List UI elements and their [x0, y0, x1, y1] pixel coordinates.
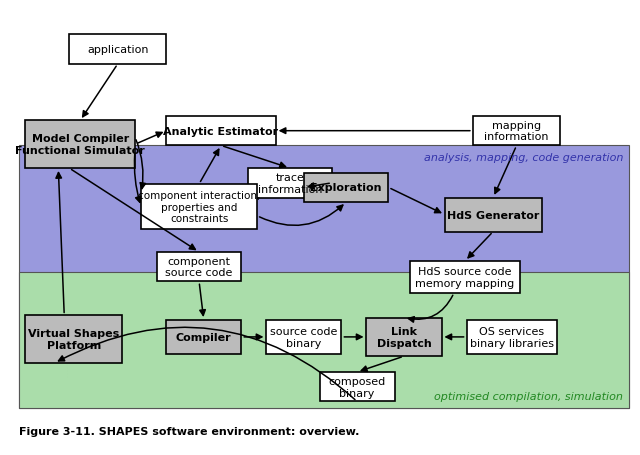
Text: analysis, mapping, code generation: analysis, mapping, code generation [424, 153, 623, 163]
Text: component
source code: component source code [165, 256, 233, 278]
Text: Exploration: Exploration [310, 183, 382, 193]
Text: Virtual Shapes
Platform: Virtual Shapes Platform [28, 329, 120, 350]
Text: Link
Dispatch: Link Dispatch [376, 326, 431, 348]
Bar [26, 316, 122, 363]
Text: Model Compiler
Functional Simulator: Model Compiler Functional Simulator [15, 134, 145, 156]
Text: HdS source code
memory mapping: HdS source code memory mapping [415, 267, 515, 288]
Bar [367, 318, 442, 356]
Bar [304, 173, 388, 202]
Bar [467, 320, 557, 354]
Bar [26, 121, 135, 169]
Bar [319, 372, 395, 402]
Bar [69, 35, 166, 65]
Text: trace
information: trace information [257, 172, 322, 194]
Bar [141, 185, 257, 230]
Text: composed
binary: composed binary [328, 376, 386, 398]
Bar [445, 198, 541, 232]
Bar [157, 253, 241, 282]
Bar [166, 320, 241, 354]
Text: Figure 3-11. SHAPES software environment: overview.: Figure 3-11. SHAPES software environment… [19, 426, 360, 436]
Text: Compiler: Compiler [176, 332, 232, 342]
Bar [473, 116, 561, 146]
Text: HdS Generator: HdS Generator [447, 210, 540, 220]
Bar [19, 273, 629, 409]
Text: OS services
binary libraries: OS services binary libraries [470, 326, 554, 348]
Text: component interaction,
properties and
constraints: component interaction, properties and co… [138, 191, 260, 224]
Text: mapping
information: mapping information [484, 121, 549, 142]
Bar [266, 320, 341, 354]
Text: optimised compilation, simulation: optimised compilation, simulation [434, 392, 623, 402]
Bar [166, 116, 276, 146]
Text: application: application [87, 45, 148, 55]
Text: Analytic Estimator: Analytic Estimator [163, 126, 278, 136]
Text: source code
binary: source code binary [270, 326, 337, 348]
Bar [410, 262, 520, 293]
Bar [248, 169, 332, 198]
Bar [19, 146, 629, 409]
